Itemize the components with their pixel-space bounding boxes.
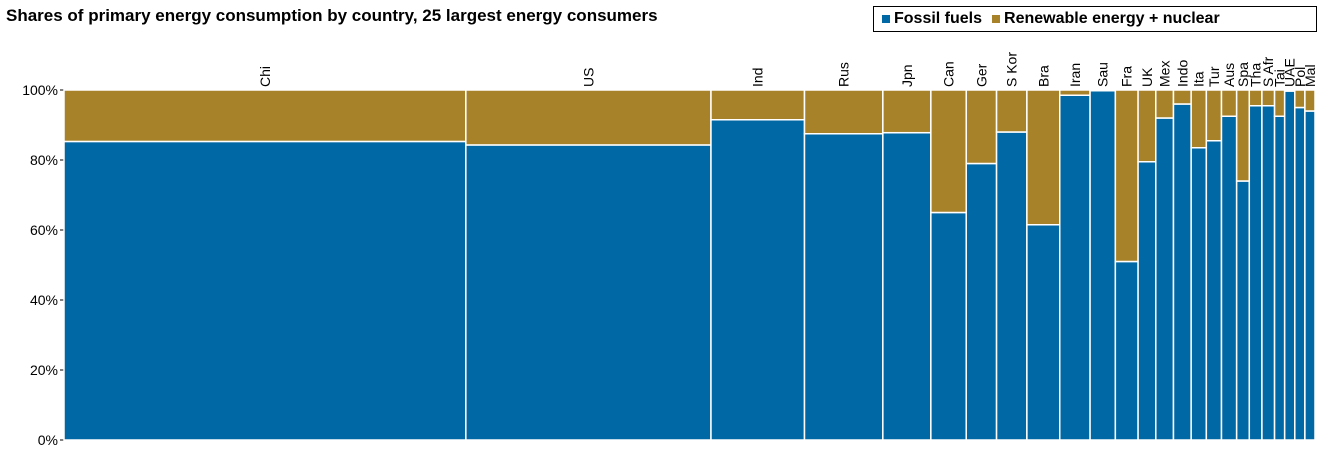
- bar-renewable-tha: [1248, 89, 1263, 107]
- category-label: Indo: [1174, 60, 1190, 87]
- category-label: Mex: [1157, 61, 1173, 87]
- legend-label-fossil: Fossil fuels: [894, 10, 983, 27]
- bar-renewable-rus: [803, 89, 884, 135]
- category-label: Ger: [973, 63, 989, 87]
- bar-fossil-ita: [1190, 147, 1208, 441]
- bar-renewable-spa: [1235, 89, 1251, 182]
- bar-fossil-uae: [1283, 90, 1296, 441]
- bar-fossil-fra: [1114, 260, 1139, 441]
- category-label: UK: [1139, 67, 1155, 87]
- legend-swatch-fossil: [882, 15, 890, 23]
- bar-fossil-us: [465, 144, 712, 441]
- bar-fossil-s-afr: [1261, 105, 1276, 441]
- category-label: Fra: [1119, 66, 1135, 87]
- y-tick-label: 80%: [30, 152, 58, 168]
- category-label: UAE: [1282, 58, 1298, 87]
- y-tick-label: 0%: [38, 432, 58, 448]
- bar-fossil-ger: [965, 162, 998, 441]
- bar-renewable-ger: [965, 89, 998, 165]
- bar-renewable-uk: [1137, 89, 1157, 163]
- bar-renewable-indo: [1172, 89, 1192, 105]
- bar-fossil-ind: [710, 119, 806, 441]
- chart-title: Shares of primary energy consumption by …: [6, 6, 658, 25]
- y-tick-label: 100%: [22, 82, 58, 98]
- bar-renewable-s-kor: [995, 89, 1028, 133]
- bar-fossil-can: [930, 211, 967, 441]
- bar-renewable-ind: [710, 89, 806, 121]
- bar-fossil-rus: [803, 133, 884, 441]
- bar-renewable-aus: [1220, 89, 1238, 117]
- bar-fossil-iran: [1058, 94, 1091, 441]
- legend-label-renewable: Renewable energy + nuclear: [1004, 10, 1220, 27]
- category-label: Ita: [1191, 71, 1207, 87]
- legend-item-fossil: Fossil fuels: [882, 10, 982, 28]
- bar-fossil-chi: [63, 140, 467, 441]
- bar-fossil-tur: [1205, 140, 1223, 441]
- bar-renewable-s-afr: [1261, 89, 1276, 107]
- bar-renewable-mex: [1155, 89, 1175, 119]
- legend-item-renewable: Renewable energy + nuclear: [992, 10, 1220, 28]
- bar-renewable-uae: [1283, 89, 1296, 92]
- category-label: Iran: [1067, 63, 1083, 87]
- category-label: Tur: [1206, 66, 1222, 87]
- y-tick-label: 40%: [30, 292, 58, 308]
- bar-renewable-ita: [1190, 89, 1208, 149]
- bar-fossil-tai: [1273, 115, 1286, 441]
- category-label: Chi: [257, 66, 273, 87]
- category-label: S Kor: [1004, 52, 1020, 87]
- bar-fossil-s-kor: [995, 131, 1028, 441]
- bar-renewable-sau: [1089, 89, 1117, 92]
- bar-fossil-jpn: [882, 131, 932, 441]
- bar-renewable-iran: [1058, 89, 1091, 96]
- category-label: Bra: [1035, 65, 1051, 87]
- bar-renewable-fra: [1114, 89, 1139, 263]
- category-label: Aus: [1221, 63, 1237, 87]
- category-label: Tai: [1272, 69, 1288, 87]
- category-label: Tha: [1248, 63, 1264, 87]
- bar-fossil-sau: [1089, 89, 1117, 441]
- category-label: US: [580, 68, 596, 87]
- bar-fossil-mex: [1155, 117, 1175, 441]
- legend-swatch-renewable: [992, 15, 1001, 23]
- bar-renewable-bra: [1026, 89, 1061, 226]
- legend: Fossil fuels Renewable energy + nuclear: [873, 6, 1317, 32]
- category-label: S Afr: [1260, 56, 1276, 87]
- category-label: Jpn: [899, 64, 915, 87]
- bar-fossil-aus: [1220, 115, 1238, 441]
- bar-renewable-tai: [1273, 89, 1286, 117]
- category-label: Rus: [836, 62, 852, 87]
- bar-renewable-pol: [1294, 89, 1306, 109]
- category-label: Pol: [1292, 67, 1308, 87]
- bar-renewable-jpn: [882, 89, 932, 134]
- y-tick-label: 60%: [30, 222, 58, 238]
- category-label: Ind: [750, 68, 766, 87]
- bar-renewable-mal: [1304, 89, 1316, 112]
- category-label: Mal: [1302, 64, 1318, 87]
- category-label: Sau: [1095, 62, 1111, 87]
- y-tick-label: 20%: [30, 362, 58, 378]
- bar-renewable-can: [930, 89, 967, 214]
- category-label: Spa: [1235, 62, 1251, 87]
- bar-fossil-tha: [1248, 105, 1263, 441]
- bar-fossil-mal: [1304, 110, 1316, 441]
- bar-fossil-spa: [1235, 180, 1251, 441]
- category-label: Can: [941, 61, 957, 87]
- bar-fossil-uk: [1137, 161, 1157, 441]
- bar-fossil-bra: [1026, 224, 1061, 441]
- bar-renewable-us: [465, 89, 712, 146]
- bar-renewable-tur: [1205, 89, 1223, 142]
- bar-renewable-chi: [63, 89, 467, 143]
- bar-fossil-indo: [1172, 103, 1192, 441]
- bar-fossil-pol: [1294, 106, 1306, 441]
